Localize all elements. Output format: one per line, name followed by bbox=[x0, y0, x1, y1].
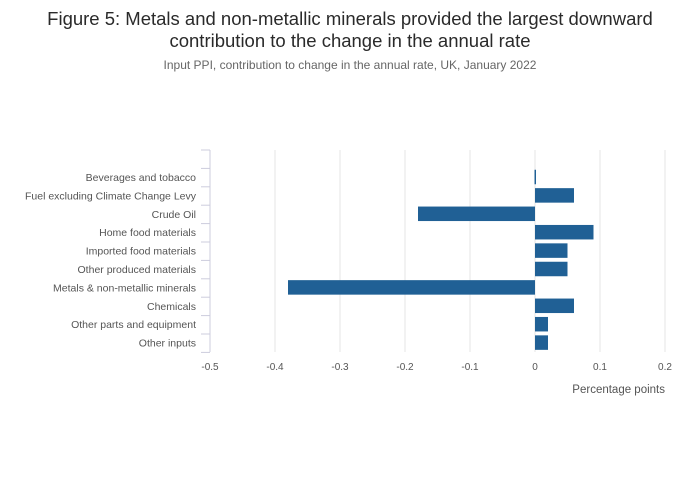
bar bbox=[535, 335, 548, 350]
bar bbox=[418, 206, 535, 222]
category-label: Crude Oil bbox=[152, 209, 196, 221]
category-label: Home food materials bbox=[99, 227, 196, 239]
x-tick-label: -0.4 bbox=[266, 362, 284, 373]
category-label: Other parts and equipment bbox=[71, 319, 196, 331]
x-tick-label: 0.1 bbox=[593, 362, 607, 373]
grid-lines bbox=[209, 150, 666, 352]
x-tick-label: -0.3 bbox=[331, 362, 349, 373]
bars bbox=[288, 169, 594, 350]
category-label: Beverages and tobacco bbox=[86, 172, 196, 184]
category-labels: Beverages and tobacco Fuel excluding Clim… bbox=[25, 172, 197, 350]
bar bbox=[534, 169, 536, 185]
category-ticks bbox=[201, 149, 211, 353]
x-tick-label: -0.1 bbox=[461, 362, 479, 373]
bar bbox=[535, 316, 548, 332]
category-label: Fuel excluding Climate Change Levy bbox=[25, 190, 197, 202]
chart-title-line-1: Figure 5: Metals and non-metallic minera… bbox=[47, 8, 653, 29]
category-label: Metals & non-metallic minerals bbox=[53, 282, 196, 294]
category-label: Imported food materials bbox=[86, 246, 196, 258]
category-label: Chemicals bbox=[147, 301, 196, 313]
bar bbox=[535, 261, 568, 277]
bar bbox=[288, 280, 535, 295]
bar bbox=[535, 298, 574, 314]
x-tick-label: -0.2 bbox=[396, 362, 414, 373]
chart-title-line-2: contribution to the change in the annual… bbox=[169, 30, 531, 51]
bar bbox=[535, 224, 594, 240]
chart-title: Figure 5: Metals and non-metallic minera… bbox=[0, 8, 700, 52]
bar bbox=[535, 243, 568, 258]
x-tick-label: 0.2 bbox=[658, 362, 672, 373]
x-tick-label: 0 bbox=[532, 362, 538, 373]
x-tick-labels: -0.5 -0.4 -0.3 -0.2 -0.1 0 0.1 0.2 bbox=[201, 362, 672, 373]
x-axis-title: Percentage points bbox=[572, 384, 665, 396]
bar bbox=[535, 188, 574, 203]
x-tick-label: -0.5 bbox=[201, 362, 219, 373]
category-label: Other produced materials bbox=[78, 264, 196, 276]
chart-subtitle: Input PPI, contribution to change in the… bbox=[163, 58, 537, 72]
category-label: Other inputs bbox=[139, 338, 196, 350]
